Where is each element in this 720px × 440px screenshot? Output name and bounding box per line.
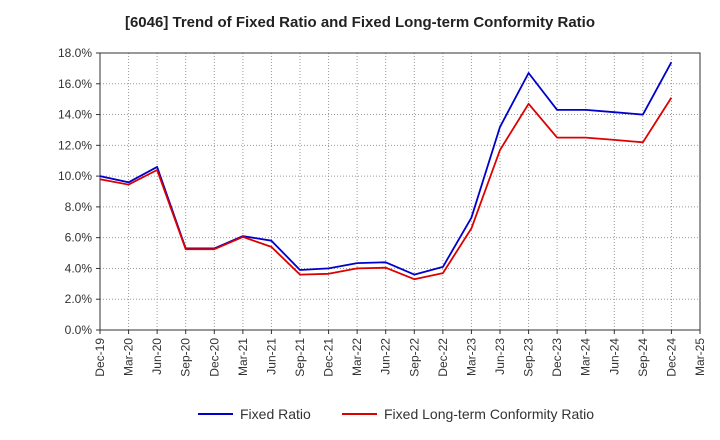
y-tick-label: 0.0% xyxy=(65,323,93,337)
x-tick-label: Mar-20 xyxy=(122,338,136,376)
plot-border xyxy=(99,52,701,331)
x-tick-label: Mar-23 xyxy=(464,338,478,376)
legend-label-1: Fixed Ratio xyxy=(240,406,311,422)
x-tick-label: Dec-23 xyxy=(550,338,564,377)
legend: Fixed Ratio Fixed Long-term Conformity Ra… xyxy=(198,406,594,422)
x-tick-label: Mar-21 xyxy=(236,338,250,376)
y-tick-label: 14.0% xyxy=(58,108,92,122)
y-tick-label: 12.0% xyxy=(58,138,92,152)
series-layer xyxy=(99,61,673,281)
x-tick-label: Sep-20 xyxy=(179,338,193,377)
x-tick-label: Jun-21 xyxy=(264,338,278,375)
axis-layer: 0.0% 2.0% 4.0% 6.0% 8.0% 10.0% 12.0% 14.0% 16.0%… xyxy=(58,46,707,377)
x-tick-label: Sep-24 xyxy=(636,338,650,377)
series-line-2 xyxy=(99,97,673,281)
x-tick-label: Dec-21 xyxy=(322,338,336,377)
x-tick-label: Sep-23 xyxy=(522,338,536,377)
x-tick-label: Dec-20 xyxy=(207,338,221,377)
y-tick-label: 16.0% xyxy=(58,77,92,91)
x-tick-label: Jun-23 xyxy=(493,338,507,375)
x-tick-label: Mar-22 xyxy=(350,338,364,376)
x-tick-label: Sep-21 xyxy=(293,338,307,377)
chart-title: [6046] Trend of Fixed Ratio and Fixed Lo… xyxy=(124,14,596,31)
grid-layer xyxy=(99,52,701,331)
x-tick-label: Dec-24 xyxy=(664,338,678,377)
x-tick-label: Jun-20 xyxy=(150,338,164,375)
y-tick-label: 2.0% xyxy=(65,292,93,306)
y-tick-label: 6.0% xyxy=(65,231,93,245)
y-tick-label: 8.0% xyxy=(65,200,93,214)
x-tick-label: Mar-25 xyxy=(693,338,707,376)
y-tick-label: 4.0% xyxy=(65,261,93,275)
y-tick-label: 10.0% xyxy=(58,169,92,183)
x-tick-label: Jun-24 xyxy=(607,338,621,375)
x-tick-label: Dec-19 xyxy=(93,338,107,377)
plot-area xyxy=(100,53,700,330)
x-tick-label: Mar-24 xyxy=(579,338,593,376)
legend-label-2: Fixed Long-term Conformity Ratio xyxy=(384,406,594,422)
x-tick-label: Jun-22 xyxy=(379,338,393,375)
x-tick-label: Dec-22 xyxy=(436,338,450,377)
y-tick-label: 18.0% xyxy=(58,46,92,60)
x-tick-label: Sep-22 xyxy=(407,338,421,377)
